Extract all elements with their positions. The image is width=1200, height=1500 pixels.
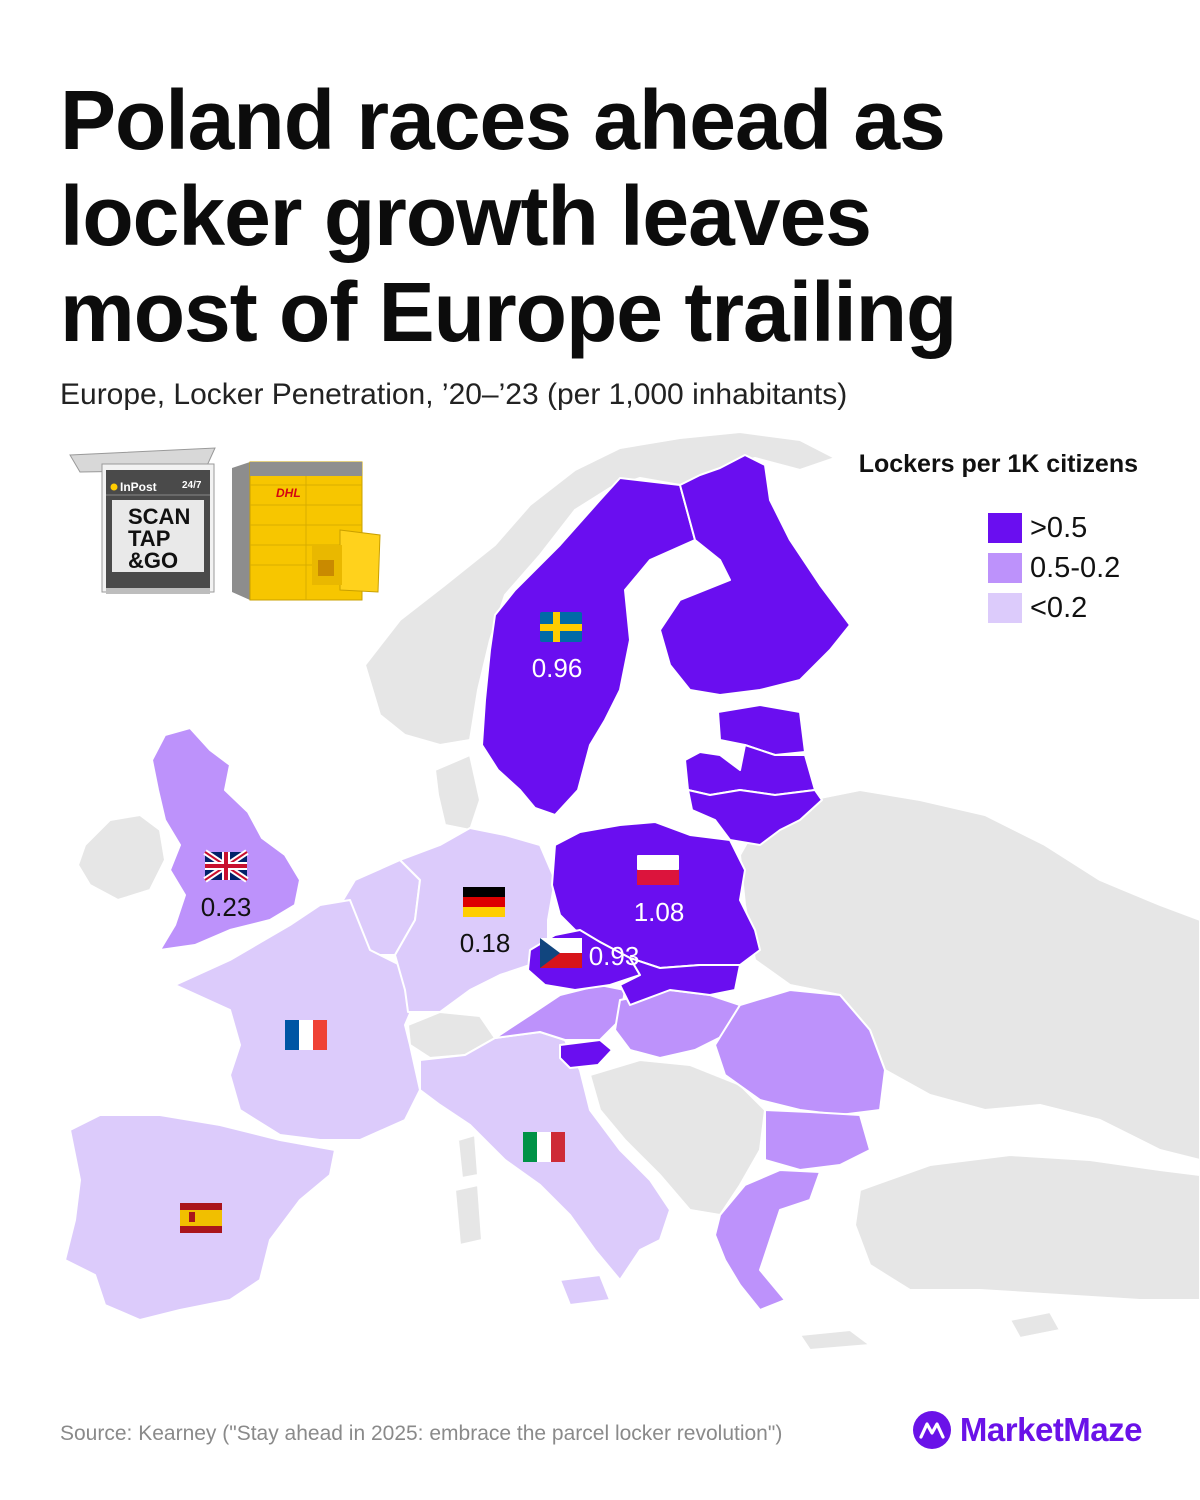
turkey-shape (854, 1154, 1200, 1301)
title-line-2: locker growth leaves (60, 169, 872, 263)
inpost-locker-illustration: InPost 24/7 SCAN TAP &GO (69, 447, 216, 594)
legend-item-mid: 0.5-0.2 (988, 548, 1120, 588)
poland-value-label: 1.08 (634, 897, 685, 927)
inpost-go-label: &GO (128, 548, 178, 573)
legend-title: Lockers per 1K citizens (858, 450, 1138, 478)
page-title: Poland races ahead as locker growth leav… (60, 72, 1160, 360)
czechia-value-label: 0.93 (589, 941, 640, 971)
greece-shape (714, 1169, 821, 1311)
dhl-brand-label: DHL (276, 486, 301, 500)
legend-item-low: <0.2 (988, 588, 1120, 628)
inpost-scan-label: SCAN (128, 504, 190, 529)
denmark-shape (434, 754, 481, 831)
title-line-3: most of Europe trailing (60, 265, 957, 359)
legend-swatch-mid (988, 553, 1022, 583)
legend-label-high: >0.5 (1030, 511, 1088, 544)
italy-flag-icon (523, 1132, 565, 1162)
france-flag-icon (285, 1020, 327, 1050)
lithuania-shape (687, 789, 823, 846)
source-note: Source: Kearney ("Stay ahead in 2025: em… (60, 1422, 783, 1445)
crete-shape (799, 1329, 871, 1351)
poland-flag-icon (637, 855, 679, 885)
legend-item-high: >0.5 (988, 508, 1120, 548)
sweden-value-label: 0.96 (532, 653, 583, 683)
legend-swatch-low (988, 593, 1022, 623)
dhl-locker-illustration: DHL (232, 461, 381, 601)
germany-shape (394, 827, 556, 1013)
sweden-flag-icon (540, 612, 582, 642)
finland-shape (659, 454, 851, 696)
legend-swatch-high (988, 513, 1022, 543)
sardinia-corsica-shape (454, 1134, 483, 1246)
iceland-shape (77, 814, 166, 901)
germany-value-label: 0.18 (460, 928, 511, 958)
slovenia-shape (559, 1039, 613, 1069)
europe-map: InPost 24/7 SCAN TAP &GO DHL (64, 431, 1200, 1351)
brand-name: MarketMaze (959, 1411, 1143, 1448)
legend: >0.5 0.5-0.2 <0.2 (988, 508, 1120, 628)
uk-flag-icon (203, 849, 249, 883)
inpost-247-label: 24/7 (182, 480, 202, 491)
romania-shape (714, 989, 886, 1116)
brand: MarketMaze (912, 1410, 1143, 1450)
germany-flag-icon (463, 887, 505, 917)
bulgaria-shape (764, 1109, 871, 1171)
uk-value-label: 0.23 (201, 892, 252, 922)
estonia-shape (717, 704, 806, 756)
sweden-shape (481, 477, 696, 816)
legend-label-low: <0.2 (1030, 591, 1088, 624)
legend-label-mid: 0.5-0.2 (1030, 551, 1121, 584)
czechia-flag-icon (540, 938, 582, 968)
cyprus-shape (1009, 1311, 1061, 1339)
uk-shape (151, 727, 301, 951)
inpost-brand-label: InPost (120, 480, 157, 494)
subtitle: Europe, Locker Penetration, ’20–’23 (per… (60, 378, 848, 411)
inpost-tap-label: TAP (128, 526, 170, 551)
marketmaze-logo-icon (912, 1411, 951, 1449)
title-line-1: Poland races ahead as (60, 73, 946, 167)
spain-flag-icon (180, 1203, 222, 1233)
balkans-shape (589, 1059, 766, 1216)
slovakia-shape (619, 957, 741, 1006)
austria-shape (494, 984, 626, 1041)
